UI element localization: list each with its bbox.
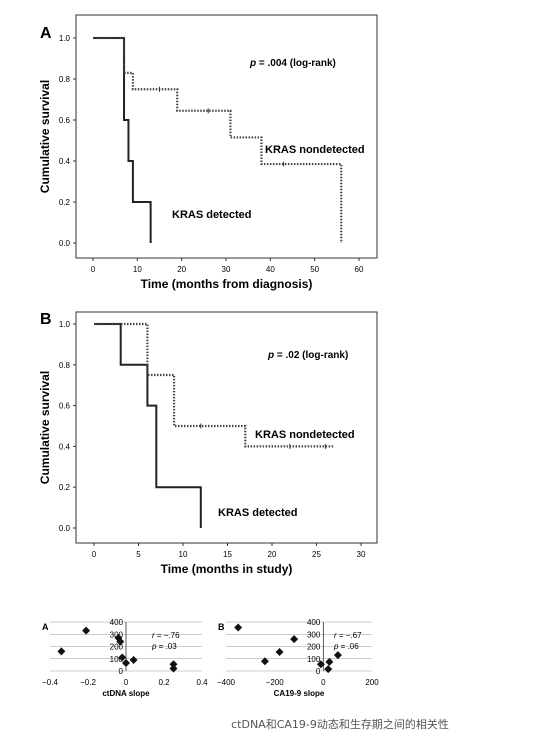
y-tick-label: 400 <box>307 618 321 627</box>
x-tick-label: 60 <box>355 265 364 274</box>
x-tick-label: 30 <box>222 265 231 274</box>
panel-label: B <box>218 622 225 632</box>
y-tick-label: 0.0 <box>59 524 71 533</box>
scatter-point <box>316 660 325 669</box>
scatter-point <box>260 657 269 666</box>
x-tick-label: 0.2 <box>158 678 170 687</box>
y-tick-label: 0.2 <box>59 198 71 207</box>
x-tick-label: 20 <box>177 265 186 274</box>
scatter-point <box>57 647 66 656</box>
figure-caption: ctDNA和CA19-9动态和生存期之间的相关性 <box>231 718 449 731</box>
x-tick-label: 30 <box>357 550 366 559</box>
scatter-point <box>290 635 299 644</box>
y-axis-title: Cumulative survival <box>38 371 52 484</box>
panel-label: A <box>40 25 52 42</box>
y-tick-label: 200 <box>307 643 321 652</box>
x-tick-label: 0.4 <box>196 678 208 687</box>
x-tick-label: 10 <box>133 265 142 274</box>
x-tick-label: 200 <box>365 678 379 687</box>
scatter-point <box>169 664 178 673</box>
scatter-point <box>333 651 342 660</box>
y-tick-label: 1.0 <box>59 320 71 329</box>
y-tick-label: 0.0 <box>59 239 71 248</box>
x-axis-title: CA19-9 slope <box>274 689 325 698</box>
x-tick-label: −200 <box>266 678 285 687</box>
km-panel-a: A 0.0 0.2 0.4 0.6 0.8 1.0 0 10 20 30 40 50 60 Time (mo… <box>38 14 378 291</box>
y-tick-label: 0.6 <box>59 402 71 411</box>
y-tick-label: 0.6 <box>59 116 71 125</box>
scatter-point <box>129 655 138 664</box>
x-tick-label: −400 <box>217 678 236 687</box>
x-tick-label: 0 <box>91 265 96 274</box>
scatter-point <box>169 660 178 669</box>
scatter-point <box>122 659 130 668</box>
y-axis-title: Cumulative survival <box>38 80 52 193</box>
scatter-panel-b: B 0 100 200 300 400 −400 −200 0 200 CA19-9 slope r … <box>217 618 379 698</box>
scatter-point <box>325 657 334 666</box>
scatter-point <box>118 653 127 662</box>
scatter-point <box>234 623 243 632</box>
scatter-point <box>82 626 91 635</box>
x-tick-label: 0 <box>124 678 129 687</box>
x-tick-label: 5 <box>136 550 141 559</box>
plot-frame <box>75 311 378 544</box>
p-value-annotation: p = .004 (log-rank) <box>249 58 336 69</box>
y-tick-label: 0 <box>316 667 321 676</box>
scatter-point <box>275 648 284 657</box>
y-tick-label: 1.0 <box>59 34 71 43</box>
p-value-annotation: p = .02 (log-rank) <box>267 350 348 361</box>
series-label: KRAS detected <box>172 209 251 221</box>
x-tick-label: −0.4 <box>42 678 58 687</box>
series-label: KRAS detected <box>218 507 297 519</box>
y-tick-label: 300 <box>307 630 321 639</box>
x-tick-label: 0 <box>92 550 97 559</box>
scatter-panel-a: A 0 100 200 300 400 −0.4 −0.2 0 0.2 0.4 ctDNA slope… <box>42 618 208 698</box>
y-tick-label: 100 <box>307 655 321 664</box>
panel-label: B <box>40 311 52 328</box>
y-tick-label: 300 <box>110 630 124 639</box>
y-tick-label: 0.8 <box>59 361 71 370</box>
p-value-annotation: p = .03 <box>151 642 177 651</box>
km-curve-kras-detected <box>93 37 152 243</box>
p-value-annotation: p = .06 <box>333 642 359 651</box>
km-curve-kras-nondetected <box>93 36 343 243</box>
km-curve-kras-detected <box>94 323 202 528</box>
y-tick-label: 400 <box>110 618 124 627</box>
km-panel-b: B 0.0 0.2 0.4 0.6 0.8 1.0 0 5 10 15 20 25 30 Time (mon… <box>38 311 378 576</box>
scatter-point <box>324 665 333 674</box>
y-tick-label: 0.2 <box>59 483 71 492</box>
y-tick-label: 0 <box>119 667 124 676</box>
r-value-annotation: r = −.76 <box>152 631 180 640</box>
plot-frame <box>75 14 378 259</box>
x-tick-label: 25 <box>312 550 321 559</box>
y-tick-label: 0.8 <box>59 75 71 84</box>
x-tick-label: 20 <box>268 550 277 559</box>
y-tick-label: 200 <box>110 643 124 652</box>
x-tick-label: 0 <box>321 678 326 687</box>
scatter-point <box>116 637 125 646</box>
x-tick-label: 50 <box>310 265 319 274</box>
y-tick-label: 0.4 <box>59 157 71 166</box>
x-tick-label: 15 <box>223 550 232 559</box>
x-axis-title: Time (months from diagnosis) <box>141 277 313 291</box>
km-curve-kras-nondetected <box>94 322 335 448</box>
series-label: KRAS nondetected <box>255 429 355 441</box>
x-tick-label: 10 <box>179 550 188 559</box>
x-axis-title: ctDNA slope <box>102 689 150 698</box>
y-tick-label: 100 <box>110 655 124 664</box>
series-label: KRAS nondetected <box>265 144 365 156</box>
x-tick-label: 40 <box>266 265 275 274</box>
x-tick-label: −0.2 <box>80 678 96 687</box>
r-value-annotation: r = −.67 <box>334 631 362 640</box>
panel-label: A <box>42 622 49 632</box>
x-axis-title: Time (months in study) <box>161 562 293 576</box>
y-tick-label: 0.4 <box>59 442 71 451</box>
